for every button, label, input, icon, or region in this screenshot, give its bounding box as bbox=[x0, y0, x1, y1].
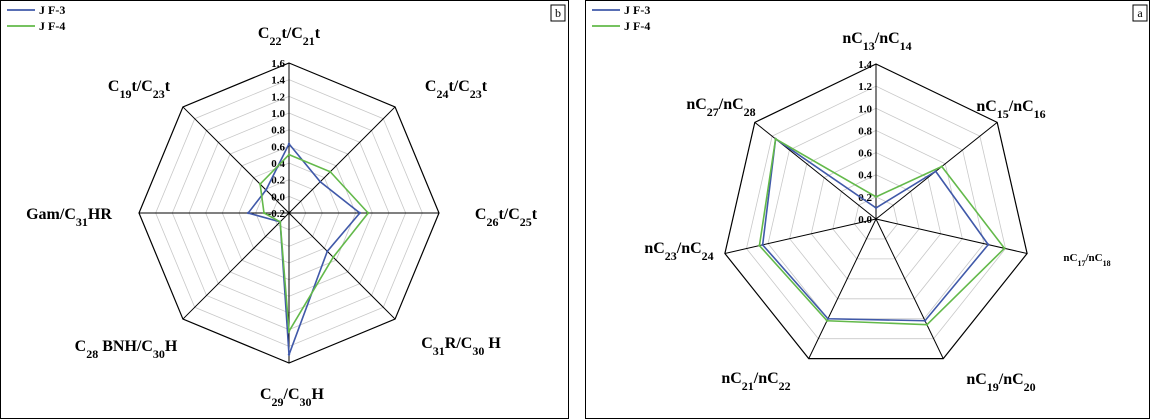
tick-label: 1.0 bbox=[271, 108, 285, 120]
panel-tag: b bbox=[555, 6, 561, 20]
legend: J F-3 J F-4 bbox=[592, 3, 650, 33]
data-point bbox=[825, 319, 829, 322]
tick-label: 1.2 bbox=[858, 81, 872, 93]
data-point bbox=[278, 220, 282, 224]
axis-spoke bbox=[875, 218, 1028, 254]
axis-label: nC13/nC14 bbox=[842, 30, 911, 53]
axis-label: Gam/C31HR bbox=[26, 206, 112, 229]
radar-chart-panel-a: 0.0 0.2 0.4 0.6 0.8 1.0 1.2 1.4 nC13/nC14 nC15/nC… bbox=[585, 0, 1150, 419]
data-point bbox=[874, 206, 878, 210]
data-point bbox=[774, 137, 777, 141]
tick-label: 0.8 bbox=[271, 125, 285, 137]
axis-label: C19t/C23t bbox=[108, 78, 171, 101]
radar-chart-panel-b: -0.2 0.0 0.2 0.4 0.6 0.8 1.0 1.2 1.4 1.6 C22t/C21t… bbox=[0, 0, 569, 419]
tick-label: 0.0 bbox=[858, 214, 872, 226]
panel-tag-box bbox=[1132, 4, 1148, 22]
radar-grid bbox=[138, 62, 440, 364]
data-point bbox=[246, 211, 250, 215]
axis-spoke bbox=[288, 106, 396, 214]
tick-label: 0.6 bbox=[858, 148, 872, 160]
grid-ring bbox=[767, 107, 985, 320]
data-point bbox=[319, 180, 322, 183]
legend-label: J F-4 bbox=[39, 19, 65, 33]
data-point bbox=[987, 243, 990, 246]
data-point bbox=[329, 170, 332, 173]
data-point bbox=[287, 330, 291, 333]
tick-label: 1.4 bbox=[858, 59, 872, 71]
grid-ring bbox=[789, 129, 963, 300]
grid-ring bbox=[832, 174, 920, 260]
panel-tag-box bbox=[550, 4, 566, 22]
data-point bbox=[934, 170, 937, 173]
axis-spoke bbox=[808, 218, 877, 359]
data-point bbox=[925, 323, 929, 326]
data-point bbox=[331, 255, 335, 259]
legend: J F-3 J F-4 bbox=[7, 3, 65, 33]
data-point bbox=[761, 243, 764, 247]
axis-label: C29/C30H bbox=[260, 386, 325, 409]
axis-spoke bbox=[182, 106, 290, 214]
data-point bbox=[1003, 247, 1006, 250]
data-point bbox=[287, 153, 291, 156]
tick-label: 0.6 bbox=[271, 141, 285, 153]
grid-ring bbox=[853, 196, 899, 240]
tick-label: 0.2 bbox=[858, 192, 872, 204]
data-point bbox=[287, 353, 291, 356]
axis-spoke bbox=[182, 212, 290, 320]
axis-label: C24t/C23t bbox=[425, 78, 488, 101]
legend-label: J F-3 bbox=[624, 3, 650, 17]
tick-label: 1.2 bbox=[271, 91, 285, 103]
tick-label: 0.4 bbox=[858, 170, 872, 182]
data-point bbox=[826, 317, 830, 320]
axis-label: C31R/C30 H bbox=[421, 335, 501, 358]
data-point bbox=[264, 188, 268, 192]
axis-label: nC15/nC16 bbox=[976, 98, 1045, 121]
legend-label: J F-3 bbox=[39, 3, 65, 17]
legend-label: J F-4 bbox=[624, 19, 650, 33]
panel-tag: a bbox=[1137, 6, 1143, 20]
radar-chart-a-svg: 0.0 0.2 0.4 0.6 0.8 1.0 1.2 1.4 nC13/nC14 nC15/nC… bbox=[592, 3, 1148, 394]
data-point bbox=[940, 165, 943, 168]
data-point bbox=[262, 211, 266, 215]
data-point bbox=[358, 211, 362, 215]
data-point bbox=[326, 250, 329, 253]
axis-label: C28 BNH/C30H bbox=[75, 338, 178, 361]
radar-chart-b-svg: -0.20.00.20.40.60.81.01.21.41.6C22t/C21t… bbox=[7, 3, 566, 409]
axis-spoke bbox=[875, 218, 944, 359]
tick-label: -0.2 bbox=[268, 208, 286, 220]
axis-label: nC23/nC24 bbox=[644, 240, 713, 263]
tick-label: 1.6 bbox=[271, 58, 285, 70]
series-line-jf-3 bbox=[761, 137, 990, 322]
tick-label: 1.4 bbox=[271, 75, 285, 87]
tick-label: 0.0 bbox=[271, 191, 285, 203]
tick-label: 0.2 bbox=[271, 175, 285, 187]
grid-ring bbox=[724, 63, 1028, 360]
data-point bbox=[258, 182, 262, 186]
series-line-jf-4 bbox=[758, 137, 1006, 326]
axis-label: C22t/C21t bbox=[258, 25, 321, 48]
tick-label: 0.8 bbox=[858, 125, 872, 137]
axis-label: C26t/C25t bbox=[475, 206, 538, 229]
grid-ring bbox=[746, 85, 1006, 340]
data-point bbox=[366, 211, 370, 215]
axis-label: nC27/nC28 bbox=[686, 96, 755, 119]
grid-ring bbox=[810, 152, 942, 280]
data-point bbox=[287, 142, 291, 146]
tick-label: 1.0 bbox=[858, 103, 872, 115]
axis-label: nC21/nC22 bbox=[721, 370, 790, 393]
axis-label: nC17/nC18 bbox=[1063, 252, 1110, 268]
data-point bbox=[874, 195, 878, 199]
data-point bbox=[923, 319, 927, 322]
axis-spoke bbox=[724, 218, 877, 254]
axis-spoke bbox=[288, 212, 396, 320]
axis-label: nC19/nC20 bbox=[966, 371, 1035, 394]
data-point bbox=[758, 244, 761, 247]
